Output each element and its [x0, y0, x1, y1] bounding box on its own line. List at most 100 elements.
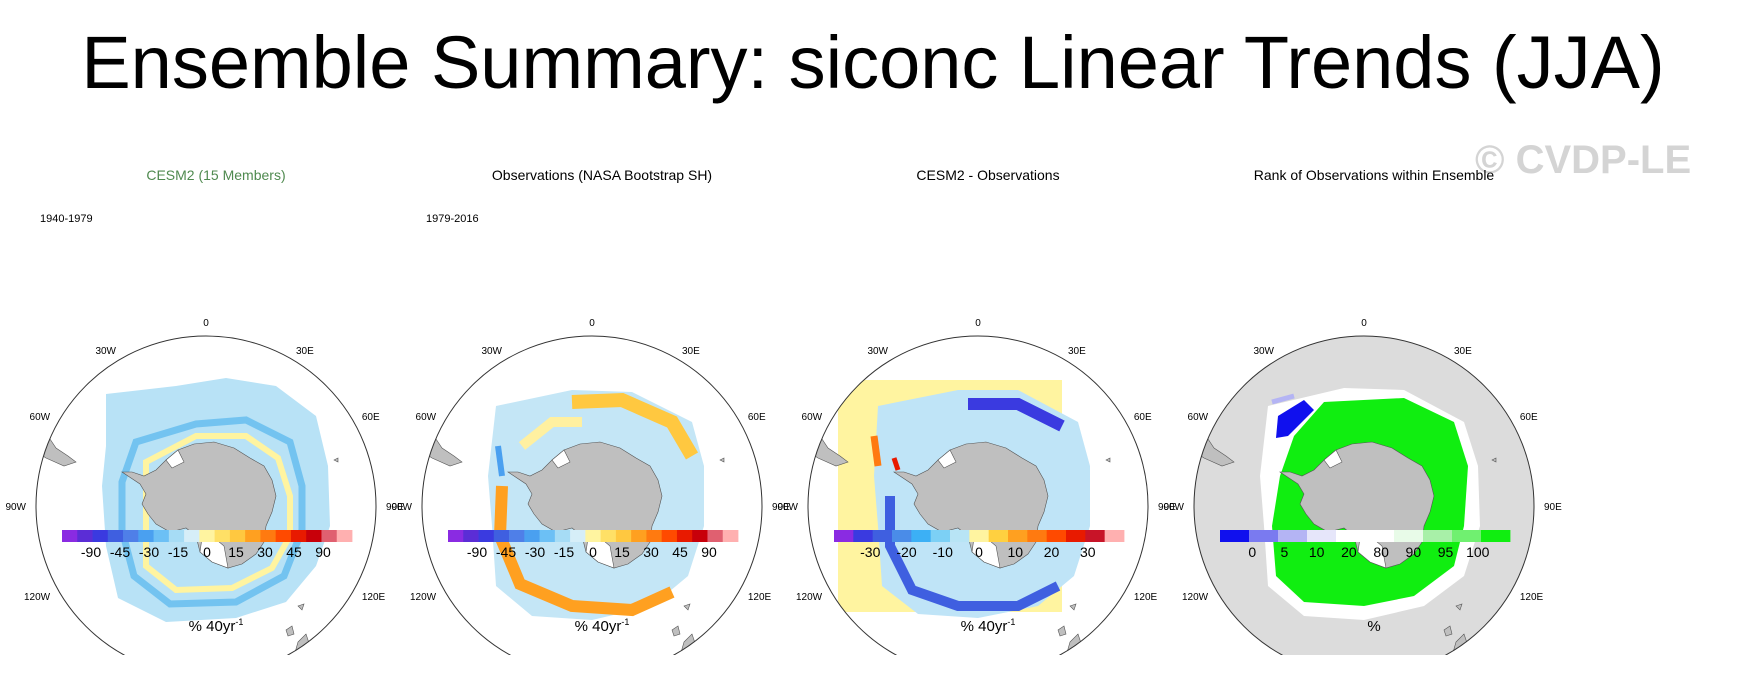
colorbar-swatch	[853, 530, 874, 542]
colorbar-swatch	[1249, 530, 1279, 542]
colorbar-swatch	[336, 530, 353, 542]
colorbar-swatch	[463, 530, 479, 542]
longitude-label: 120E	[1134, 592, 1158, 603]
longitude-label: 120E	[362, 592, 386, 603]
weddell-ice-shelf	[551, 449, 571, 469]
colorbar-swatch	[229, 530, 246, 542]
map-border	[35, 335, 377, 655]
colorbar-unit: % 40yr-1	[188, 617, 244, 635]
longitude-label: 60W	[30, 412, 51, 423]
colorbar-swatch	[1104, 530, 1125, 542]
longitude-label: 90W	[5, 502, 26, 513]
colorbar-swatch	[930, 530, 951, 542]
map-area	[1194, 336, 1534, 655]
colorbar-unit: % 40yr-1	[960, 617, 1016, 635]
map-svg: 030E60E90E120E150E180150W120W90W60W30W-3…	[777, 318, 1176, 655]
longitude-label: 30W	[95, 346, 116, 357]
colorbar-tick-label: -15	[168, 544, 188, 560]
weddell-ice-shelf	[937, 449, 957, 469]
colorbar-swatch	[1481, 530, 1511, 542]
colorbar-swatch	[168, 530, 185, 542]
colorbar-swatch	[707, 530, 724, 542]
longitude-label: 0	[1361, 318, 1367, 329]
colorbar-tick-label: 45	[286, 544, 302, 560]
period-label: 1979-2016	[426, 213, 479, 225]
colorbar-swatch	[214, 530, 231, 542]
panel-subtitle: CESM2 - Observations	[916, 167, 1060, 183]
colorbar-tick-label: 90	[1406, 544, 1422, 560]
colorbar-unit: %	[1367, 618, 1381, 635]
longitude-label: 30E	[296, 346, 314, 357]
colorbar-swatch	[509, 530, 525, 542]
colorbar-tick-label: -45	[496, 544, 516, 560]
colorbar-tick-label: 0	[975, 544, 983, 560]
colorbar-swatch	[1365, 530, 1395, 542]
longitude-label: 30E	[682, 346, 700, 357]
longitude-label: 30W	[481, 346, 502, 357]
colorbar-tick-label: 0	[589, 544, 597, 560]
longitude-label: 30W	[867, 346, 888, 357]
colorbar-swatch	[123, 530, 139, 542]
longitude-label: 60E	[362, 412, 380, 423]
colorbar-swatch	[260, 530, 277, 542]
colorbar-tick-label: -30	[525, 544, 545, 560]
colorbar-swatch	[275, 530, 292, 542]
colorbar-swatch	[77, 530, 93, 542]
map-panel-rank: 030E60E90E120E150E180150W120W90W60W30W05…	[1158, 155, 1590, 655]
watermark: © CVDP-LE	[1475, 138, 1692, 182]
colorbar-swatch	[615, 530, 632, 542]
map-area	[422, 336, 762, 655]
colorbar-tick-label: 0	[1248, 544, 1256, 560]
colorbar: -30 -20 -10 0 10 20 30	[834, 530, 1125, 560]
colorbar-swatch	[1452, 530, 1482, 542]
longitude-label: 90W	[391, 502, 412, 513]
colorbar-tick-label: 30	[1080, 544, 1096, 560]
panel-subtitle: Rank of Observations within Ensemble	[1253, 167, 1495, 183]
colorbar-swatch	[911, 530, 932, 542]
colorbar-swatch	[1336, 530, 1366, 542]
period-label: 1940-1979	[40, 213, 93, 225]
colorbar-swatch	[92, 530, 109, 542]
longitude-label: 120W	[796, 592, 823, 603]
map-border	[807, 335, 1149, 655]
colorbar-swatch	[1046, 530, 1067, 542]
colorbar: -90 -45 -30 -15 0 15 30 45 90	[62, 530, 353, 560]
colorbar-swatch	[834, 530, 854, 542]
colorbar-swatch	[1394, 530, 1424, 542]
colorbar-tick-label: -45	[110, 544, 130, 560]
longitude-label: 30W	[1253, 346, 1274, 357]
map-area	[36, 336, 376, 655]
colorbar-swatch	[950, 530, 970, 542]
longitude-label: 60W	[1188, 412, 1209, 423]
colorbar-tick-label: 10	[1007, 544, 1023, 560]
longitude-label: 90E	[1158, 502, 1176, 513]
colorbar-swatch	[722, 530, 739, 542]
map-svg: 030E60E90E120E150E180150W120W90W60W30W-9…	[5, 318, 404, 655]
colorbar-swatch	[290, 530, 307, 542]
longitude-label: 120W	[410, 592, 437, 603]
colorbar-swatch	[184, 530, 200, 542]
colorbar-tick-label: -30	[860, 544, 880, 560]
colorbar-swatch	[1423, 530, 1453, 542]
colorbar-swatch	[153, 530, 170, 542]
colorbar-tick-label: 15	[614, 544, 630, 560]
colorbar-swatch	[62, 530, 78, 542]
colorbar-swatch	[321, 530, 338, 542]
page-title: Ensemble Summary: siconc Linear Trends (…	[81, 21, 1665, 104]
colorbar-tick-label: 5	[1281, 544, 1289, 560]
longitude-label: 60E	[1134, 412, 1152, 423]
longitude-label: 120E	[748, 592, 772, 603]
colorbar-swatch	[306, 530, 322, 542]
longitude-label: 60E	[748, 412, 766, 423]
colorbar-tick-label: 30	[257, 544, 273, 560]
colorbar: 0 5 10 20 80 90 95 100	[1220, 530, 1511, 560]
weddell-ice-shelf	[165, 449, 185, 469]
longitude-label: 30E	[1068, 346, 1086, 357]
longitude-label: 120E	[1520, 592, 1544, 603]
colorbar-swatch	[646, 530, 663, 542]
colorbar-swatch	[988, 530, 1009, 542]
colorbar-swatch	[1085, 530, 1106, 542]
colorbar-tick-label: 100	[1466, 544, 1490, 560]
colorbar-swatch	[872, 530, 893, 542]
colorbar-swatch	[199, 530, 216, 542]
